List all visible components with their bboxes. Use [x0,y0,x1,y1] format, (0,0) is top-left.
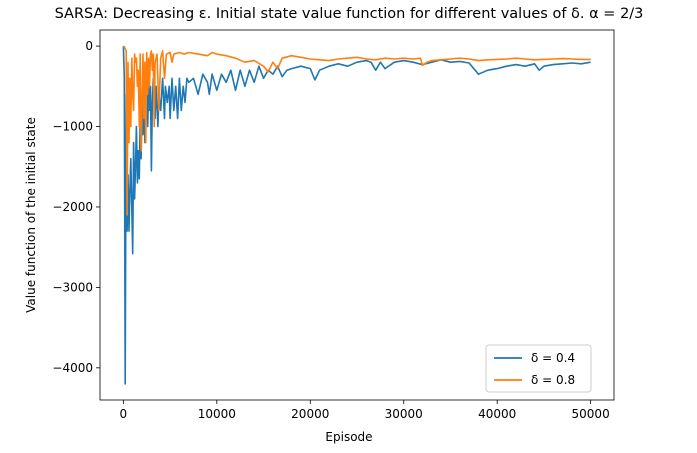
plot-area [99,29,615,401]
x-tick-label: 10000 [198,407,236,421]
x-tick-label: 20000 [291,407,329,421]
y-axis-ticks: 0 −1000 −2000 −3000 −4000 [52,39,100,375]
x-axis-ticks: 0 10000 20000 30000 40000 50000 [120,400,610,421]
x-tick-label: 0 [120,407,128,421]
y-tick-label: −1000 [52,120,93,134]
series-line-2 [122,45,591,216]
x-tick-label: 40000 [478,407,516,421]
x-tick-label: 30000 [385,407,423,421]
x-axis-label: Episode [325,430,372,444]
chart-title: SARSA: Decreasing ε. Initial state value… [55,6,644,22]
legend-label-1: δ = 0.4 [531,351,575,365]
y-tick-label: −4000 [52,361,93,375]
y-axis-label: Value function of the initial state [24,117,38,313]
y-tick-label: 0 [85,39,93,53]
x-tick-label: 50000 [572,407,610,421]
legend: δ = 0.4 δ = 0.8 [485,344,592,393]
plot-frame [99,29,615,401]
y-tick-label: −2000 [52,200,93,214]
legend-label-2: δ = 0.8 [531,373,575,387]
y-tick-label: −3000 [52,280,93,294]
